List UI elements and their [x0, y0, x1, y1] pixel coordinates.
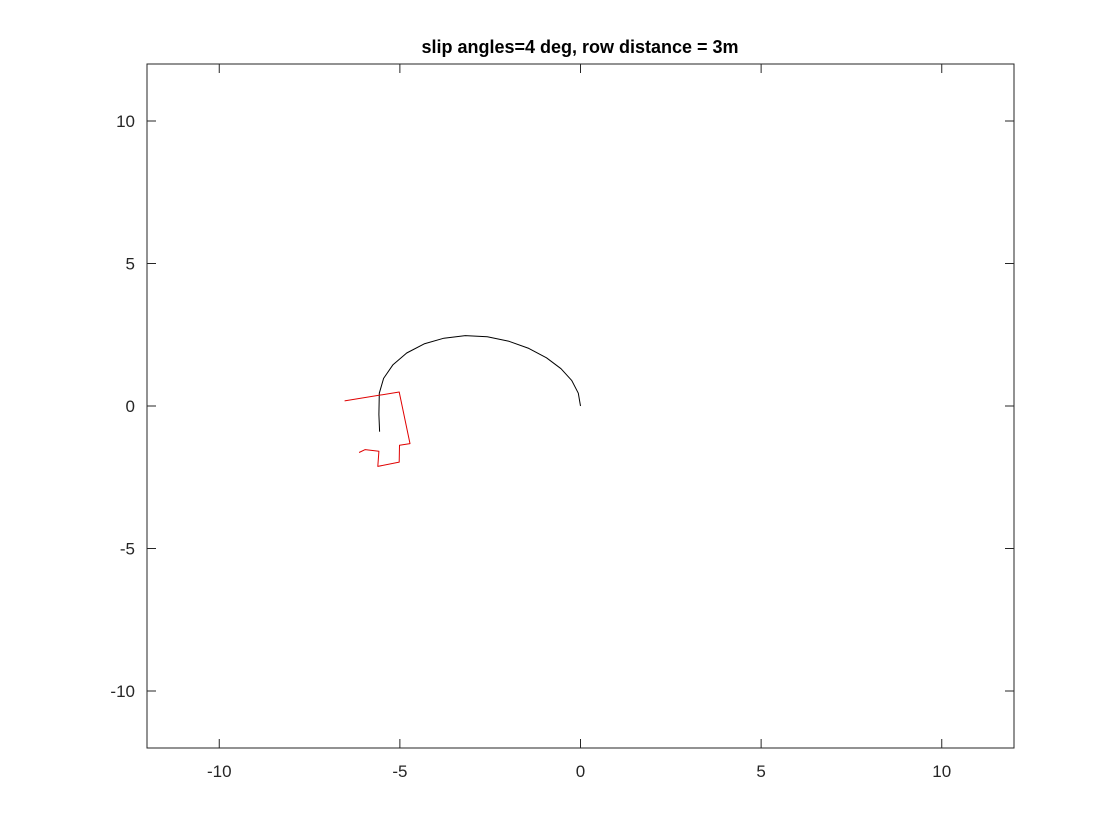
- plot-area: -10 -5 0 5 10 -10 -5 0 5 10: [110, 63, 1015, 781]
- trajectory-line: [378, 335, 581, 432]
- vehicle-outline: [344, 391, 411, 467]
- y-tick-label: 10: [116, 112, 135, 131]
- y-tick-label: 0: [126, 397, 135, 416]
- y-tick-label: -5: [120, 540, 135, 559]
- x-tick-label: -5: [392, 762, 407, 781]
- y-tick-label: -10: [110, 682, 135, 701]
- x-tick-label: -10: [207, 762, 232, 781]
- x-tick-label: 5: [756, 762, 765, 781]
- x-tick-label: 0: [576, 762, 585, 781]
- chart-title: slip angles=4 deg, row distance = 3m: [421, 37, 738, 57]
- x-tick-label: 10: [932, 762, 951, 781]
- y-tick-label: 5: [126, 255, 135, 274]
